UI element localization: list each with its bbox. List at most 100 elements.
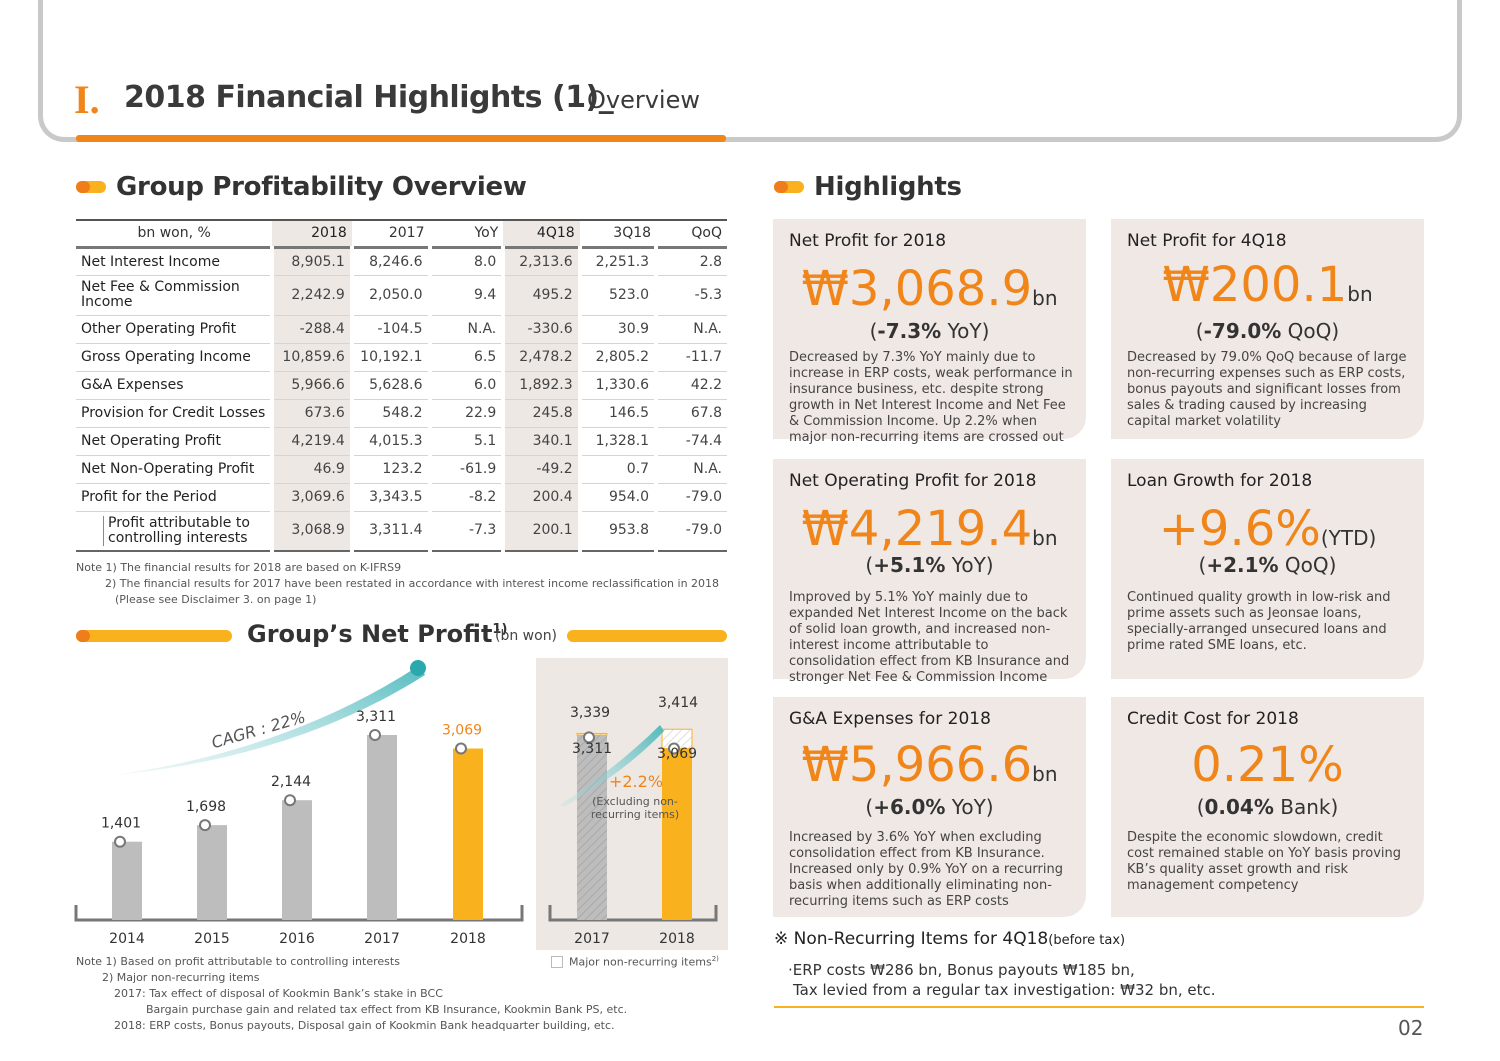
table-cell: N.A. (427, 315, 504, 344)
col-header: 2018 (272, 219, 352, 249)
data-label: 3,339 (570, 705, 610, 721)
row-label: Other Operating Profit (76, 315, 273, 344)
non-recurring-title-text: ※ Non-Recurring Items for 4Q18 (774, 929, 1049, 949)
card-big-number: ₩3,068.9 (801, 261, 1033, 317)
data-label: 1,698 (186, 799, 226, 815)
page-subtitle: Overview (587, 86, 700, 114)
table-cell: 523.0 (577, 275, 657, 316)
table-cell: 8,905.1 (270, 247, 352, 276)
card-change-post: YoY) (945, 553, 994, 577)
card-big-suffix: bn (1032, 526, 1058, 550)
card-big-value: +9.6%(YTD) (1111, 501, 1424, 557)
bullet-pill-icon (774, 181, 804, 193)
table-cell: 3,343.5 (349, 483, 430, 512)
growth-arrow (560, 725, 664, 807)
col-header: 3Q18 (579, 219, 657, 249)
table-row: Net Non-Operating Profit 46.9 123.2 -61.9 -4… (76, 455, 727, 484)
x-tick-label: 2017 (574, 931, 610, 947)
data-label: 3,414 (658, 695, 698, 711)
table-cell: -8.2 (427, 483, 504, 512)
bar (453, 748, 483, 920)
table-cell: 8,246.6 (349, 247, 430, 276)
col-header: QoQ (656, 219, 727, 249)
x-tick-label: 2018 (450, 931, 486, 947)
table-cell: 8.0 (427, 247, 504, 276)
legend-swatch (551, 956, 563, 968)
table-cell: 4,219.4 (270, 427, 352, 456)
card-change-value: +2.1% (1206, 553, 1279, 577)
bar-marker (369, 729, 381, 741)
card-title: Credit Cost for 2018 (1127, 709, 1299, 729)
page-title: 2018 Financial Highlights (1)_ (124, 80, 614, 115)
x-tick-label: 2017 (364, 931, 400, 947)
table-cell: 245.8 (501, 399, 580, 428)
profitability-heading: Group Profitability Overview (76, 172, 527, 202)
table-cell: 3,068.9 (270, 511, 352, 552)
card-change-pre: ( (1196, 795, 1205, 819)
net-profit-title: Group’s Net Profit1) (247, 620, 507, 648)
table-cell: 2.8 (654, 247, 727, 276)
row-label: Net Non-Operating Profit (76, 455, 273, 484)
net-profit-chart: CAGR : 22%1,40120141,69820152,14420163,3… (74, 660, 718, 947)
col-header: 4Q18 (503, 219, 580, 249)
card-big-number: ₩5,966.6 (801, 737, 1033, 793)
chart-note: Bargain purchase gain and related tax ef… (146, 1003, 628, 1016)
non-recurring-title: ※ Non-Recurring Items for 4Q18(before ta… (774, 929, 1125, 949)
table-cell: 1,330.6 (577, 371, 657, 400)
card-title: Net Profit for 2018 (789, 231, 947, 251)
card-big-value: ₩5,966.6bn (773, 737, 1086, 793)
table-cell: 200.4 (501, 483, 580, 512)
card-big-suffix: bn (1032, 286, 1058, 310)
table-cell: N.A. (654, 455, 727, 484)
card-change-post: YoY) (945, 795, 994, 819)
col-header: bn won, % (76, 219, 273, 249)
table-note: Note 1) The financial results for 2018 a… (76, 561, 402, 574)
net-profit-heading-bar-right (567, 630, 727, 642)
x-tick-label: 2016 (279, 931, 315, 947)
header-frame (38, 0, 1462, 142)
highlight-card: Net Operating Profit for 2018 ₩4,219.4bn(… (773, 459, 1086, 685)
data-label: 3,069 (442, 723, 482, 739)
table-note: 2) The financial results for 2017 have b… (105, 577, 720, 590)
table-cell: -79.0 (654, 511, 727, 552)
highlight-card: G&A Expenses for 2018 ₩5,966.6bn (+6.0% Yo… (773, 697, 1086, 917)
card-description: Despite the economic slowdown, credit co… (1127, 830, 1401, 893)
profitability-table: bn won, % 2018 2017 YoY 4Q18 3Q18 QoQ Ne… (76, 219, 727, 552)
table-cell: 5.1 (427, 427, 504, 456)
col-header: 2017 (351, 219, 430, 249)
card-title: Net Profit for 4Q18 (1127, 231, 1287, 251)
table-cell: 6.0 (427, 371, 504, 400)
table-cell: -79.0 (654, 483, 727, 512)
x-tick-label: 2014 (109, 931, 145, 947)
growth-label: +2.2% (609, 772, 663, 791)
table-cell: 3,311.4 (349, 511, 430, 552)
card-big-number: 0.21% (1191, 737, 1344, 793)
non-recurring-underline (774, 1006, 1424, 1008)
card-change: (+5.1% YoY) (773, 553, 1086, 577)
card-big-value: ₩200.1bn (1111, 257, 1424, 313)
table-cell: 5,966.6 (270, 371, 352, 400)
card-description: Decreased by 7.3% YoY mainly due to incr… (789, 350, 1073, 445)
chart-note: 2017: Tax effect of disposal of Kookmin … (114, 987, 443, 1000)
table-cell: 953.8 (577, 511, 657, 552)
card-change: (+6.0% YoY) (773, 795, 1086, 819)
section-number: I. (74, 77, 100, 122)
legend-sup: 2) (711, 955, 719, 963)
table-cell: 123.2 (349, 455, 430, 484)
legend-text: Major non-recurring items (569, 955, 712, 969)
table-cell: -330.6 (501, 315, 580, 344)
table-cell: N.A. (654, 315, 727, 344)
card-change-value: +5.1% (873, 553, 946, 577)
net-profit-heading-bar-left (76, 630, 232, 642)
data-label: 1,401 (101, 816, 141, 832)
table-cell: 1,328.1 (577, 427, 657, 456)
table-cell: 9.4 (427, 275, 504, 316)
table-cell: 2,805.2 (577, 343, 657, 372)
bar (577, 735, 607, 920)
bar-marker (114, 835, 126, 848)
card-change: (-7.3% YoY) (773, 319, 1086, 343)
card-title: Loan Growth for 2018 (1127, 471, 1313, 491)
table-row: Profit for the Period 3,069.6 3,343.5 -8.2 2… (76, 483, 727, 512)
non-recurring-line: ·ERP costs ₩286 bn, Bonus payouts ₩185 b… (788, 961, 1135, 979)
chart-note: 2018: ERP costs, Bonus payouts, Disposal… (114, 1019, 615, 1032)
